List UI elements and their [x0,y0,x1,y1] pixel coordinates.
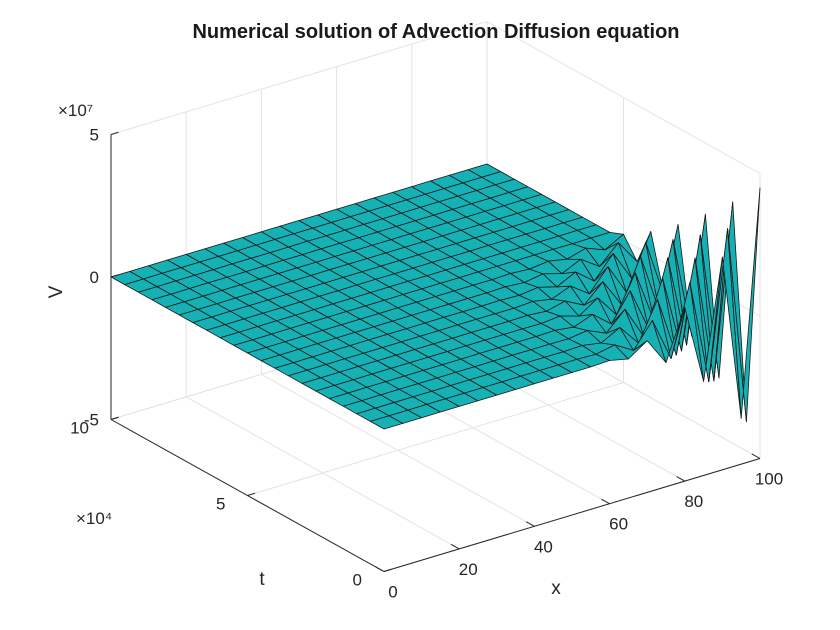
grid-line-t-floor [247,382,624,496]
x-tick-mark [450,543,460,550]
x-axis-line [383,458,761,572]
z-tick-label: -5 [84,411,99,430]
z-tick-label: 0 [90,268,99,287]
z-tick-mark [110,131,119,135]
z-tick-label: 5 [90,126,99,145]
z-axis-exponent: ×10⁷ [58,101,93,120]
x-tick-label: 80 [684,492,703,511]
x-tick-mark [676,476,686,482]
grid-line-z-side [486,21,761,174]
t-tick-mark [247,492,256,496]
t-tick-label: 5 [216,495,225,514]
z-tick-mark [110,274,119,278]
surface-patch [727,187,761,423]
x-tick-label: 20 [459,560,478,579]
x-tick-label: 60 [609,515,628,534]
x-tick-mark [525,521,535,527]
x-axis-label: x [551,578,561,599]
chart-title: Numerical solution of Advection Diffusio… [192,21,679,43]
t-tick-label: 10 [70,419,89,438]
x-tick-mark [375,566,385,572]
x-tick-mark [601,498,610,505]
t-tick-mark [383,568,392,572]
grid-line-z-back [110,21,488,135]
y-axis-exponent: ×10⁴ [76,509,112,528]
axes-lines [110,131,761,572]
z-tick-mark [110,416,119,420]
z-axis-label: V [46,285,67,298]
x-tick-label: 0 [388,583,397,602]
y-axis-label: t [259,569,265,590]
tick-labels: 0 20 40 60 80 100 0 5 10-5 0 5 [70,126,783,602]
x-tick-label: 100 [755,470,783,489]
surface-plot [110,163,761,430]
x-tick-label: 40 [534,537,553,556]
t-tick-label: 0 [353,571,362,590]
x-tick-mark [751,453,761,459]
